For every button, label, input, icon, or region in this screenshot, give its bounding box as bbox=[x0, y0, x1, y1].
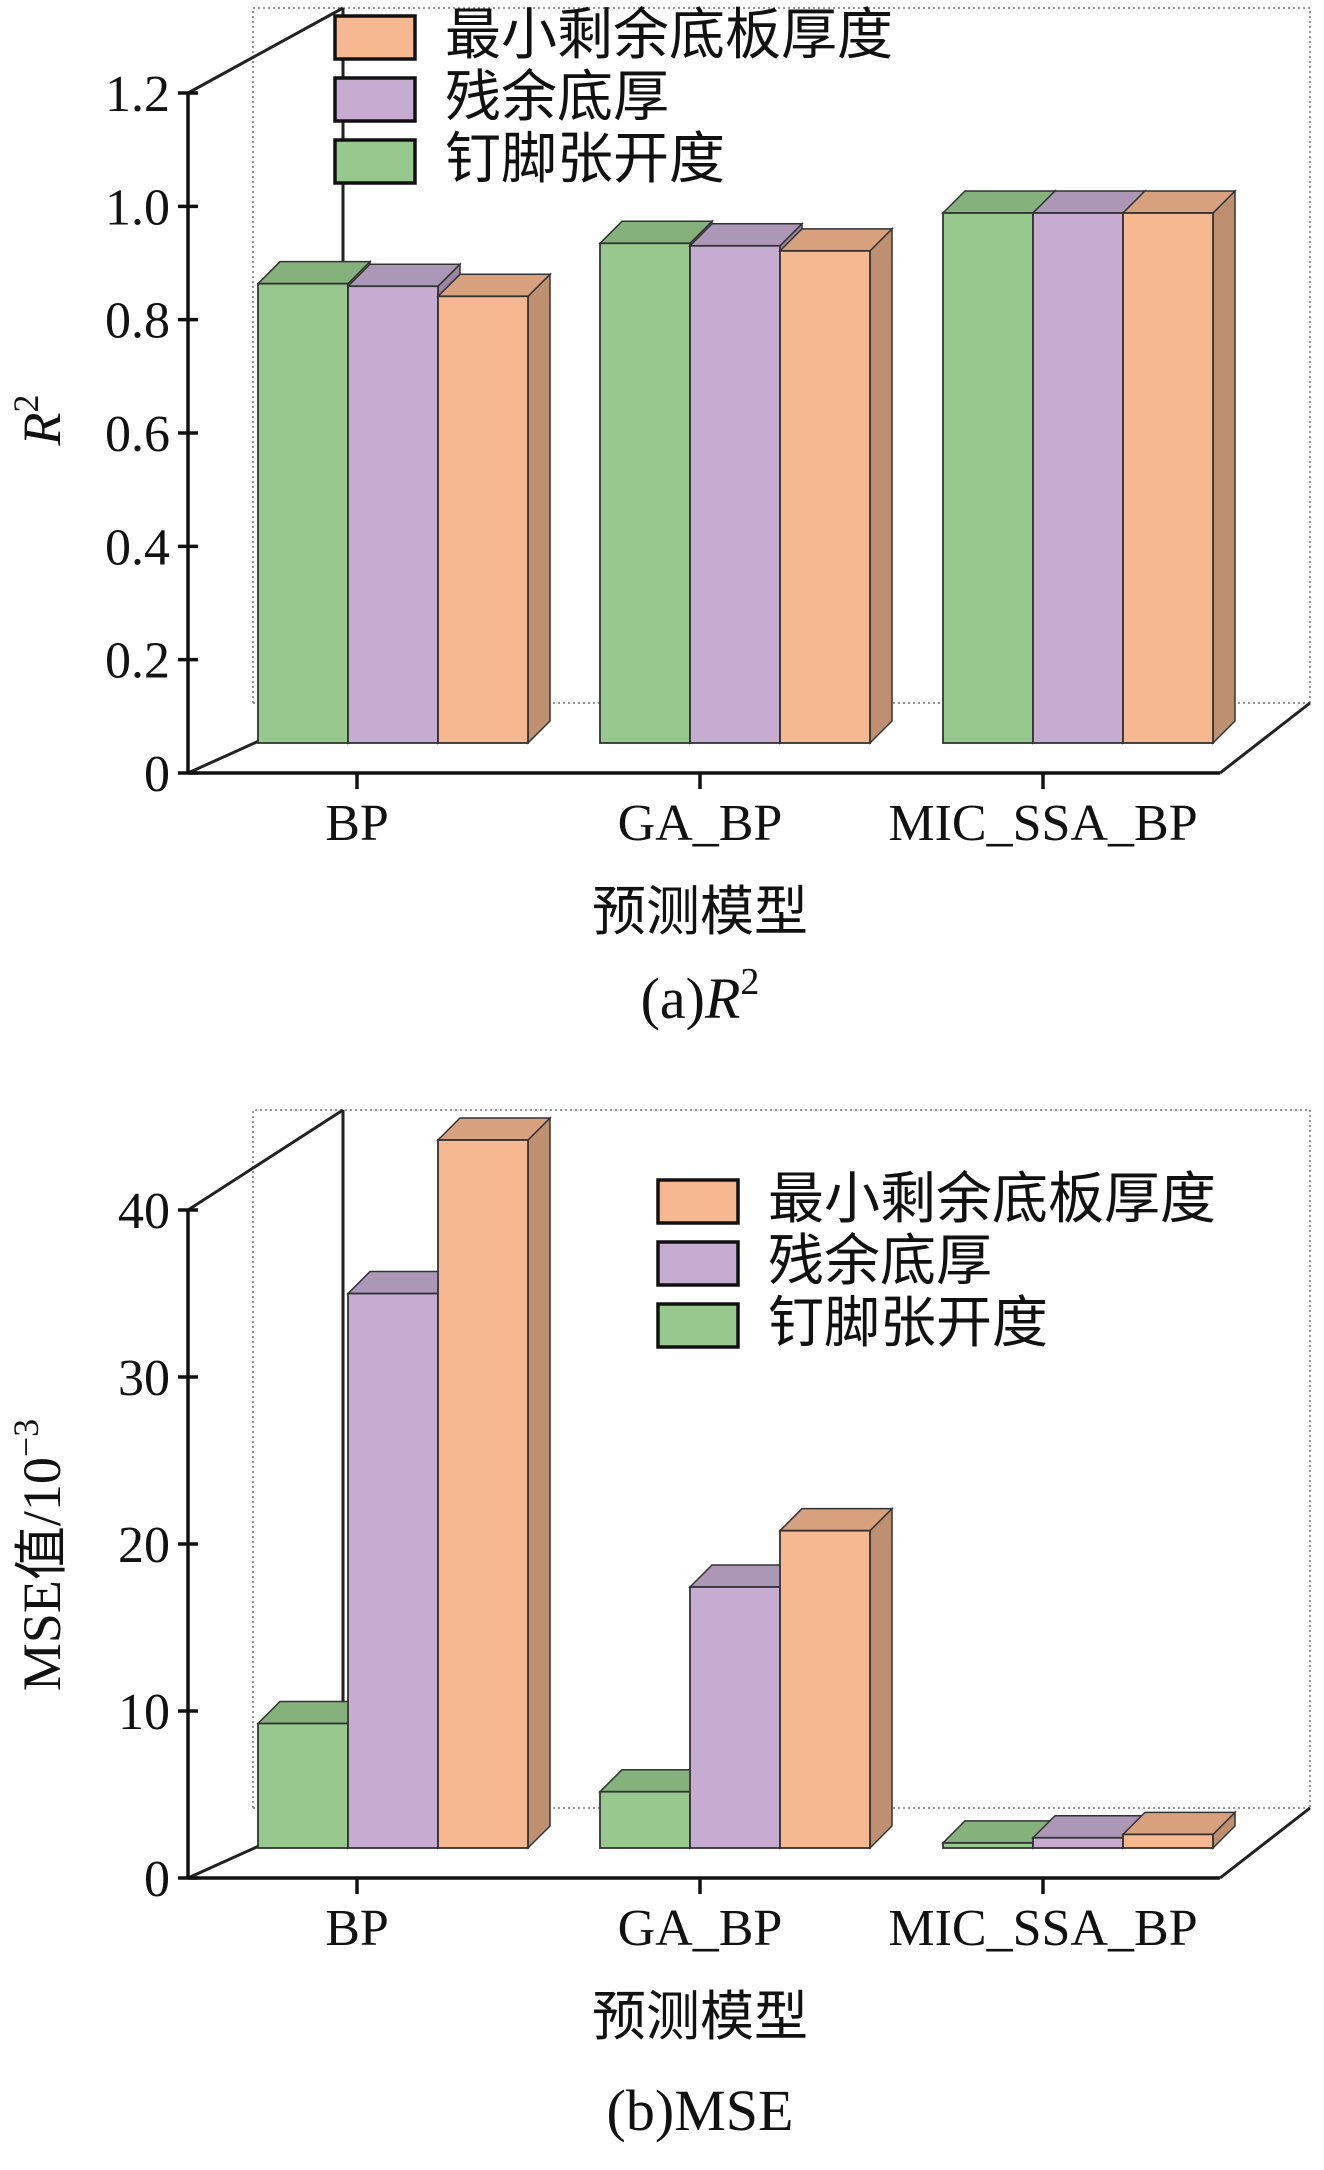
legend-label-b: 钉脚张开度 bbox=[768, 1291, 1048, 1356]
legend-label-b: 最小剩余底板厚度 bbox=[768, 1167, 1216, 1232]
x-tick-label-b: GA_BP bbox=[618, 1900, 783, 1957]
bar-a-钉脚张开度-MIC_SSA_BP bbox=[942, 212, 1034, 744]
x-axis-title-a: 预测模型 bbox=[592, 882, 808, 942]
floor-right-edge-a bbox=[1219, 701, 1311, 775]
legend-label-b: 残余底厚 bbox=[768, 1229, 992, 1294]
legend-label-a: 最小剩余底板厚度 bbox=[445, 3, 893, 68]
legend-label-a: 残余底厚 bbox=[445, 65, 669, 130]
bar-side-b-s2-c0 bbox=[527, 1116, 551, 1850]
bar-b-钉脚张开度-MIC_SSA_BP bbox=[942, 1841, 1034, 1849]
bar-b-残余底厚-MIC_SSA_BP bbox=[1032, 1836, 1124, 1849]
floor-right-edge-b bbox=[1219, 1806, 1311, 1880]
caption-b: (b)MSE bbox=[607, 2078, 794, 2143]
bar-side-a-s2-c2 bbox=[1212, 189, 1236, 745]
bar-a-钉脚张开度-BP bbox=[257, 282, 349, 744]
bar-a-最小剩余底板厚度-MIC_SSA_BP bbox=[1122, 212, 1214, 744]
x-tick-label-a: GA_BP bbox=[618, 795, 783, 852]
bar-b-最小剩余底板厚度-MIC_SSA_BP bbox=[1122, 1833, 1214, 1849]
legend-swatch-b bbox=[656, 1302, 740, 1349]
chart-panel-a: 0 0.2 0.4 0.6 0.8 1.0 1.2 BP GA_BP MIC_SSA_BP 预测模型… bbox=[6, 3, 1311, 1031]
x-tick-label-a: MIC_SSA_BP bbox=[888, 795, 1197, 852]
y-tick-label-a: 0.4 bbox=[105, 519, 170, 576]
bar-b-钉脚张开度-BP bbox=[257, 1722, 349, 1849]
y-tick-label-a: 0 bbox=[144, 746, 170, 803]
x-axis-title-b: 预测模型 bbox=[592, 1987, 808, 2047]
bar-a-最小剩余底板厚度-GA_BP bbox=[779, 249, 871, 744]
y-tick-label-a: 0.2 bbox=[105, 633, 170, 690]
legend-swatch-a bbox=[333, 14, 417, 61]
legend-swatch-a bbox=[333, 76, 417, 123]
x-tick-label-a: BP bbox=[325, 795, 389, 852]
bar-b-最小剩余底板厚度-GA_BP bbox=[779, 1529, 871, 1849]
legend-swatch-b bbox=[656, 1178, 740, 1225]
bar-a-残余底厚-GA_BP bbox=[689, 244, 781, 744]
x-tick-label-b: MIC_SSA_BP bbox=[888, 1900, 1197, 1957]
y-tick-label-b: 10 bbox=[118, 1684, 170, 1741]
y-tick-label-a: 0.6 bbox=[105, 406, 170, 463]
y-axis-title-b: MSE值/10−3 bbox=[6, 1419, 72, 1691]
bar-a-残余底厚-MIC_SSA_BP bbox=[1032, 212, 1124, 744]
y-tick-label-b: 0 bbox=[144, 1851, 170, 1908]
chart-panel-b: 0 10 20 30 40 BP GA_BP MIC_SSA_BP 预测模型 MSE值/10−3 (… bbox=[6, 1108, 1311, 2143]
legend-label-a: 钉脚张开度 bbox=[445, 127, 725, 192]
y-tick-label-a: 0.8 bbox=[105, 293, 170, 350]
y-tick-label-b: 20 bbox=[118, 1517, 170, 1574]
legend-swatch-a bbox=[333, 138, 417, 185]
bar-b-残余底厚-BP bbox=[347, 1292, 439, 1849]
bar-side-b-s2-c1 bbox=[869, 1506, 893, 1850]
bar-a-残余底厚-BP bbox=[347, 285, 439, 744]
bar-b-钉脚张开度-GA_BP bbox=[599, 1790, 691, 1849]
y-tick-label-a: 1.2 bbox=[105, 66, 170, 123]
legend-swatch-b bbox=[656, 1240, 740, 1287]
bar-b-残余底厚-GA_BP bbox=[689, 1586, 781, 1849]
bar-a-最小剩余底板厚度-BP bbox=[437, 295, 529, 744]
y-axis-title-a: R2 bbox=[6, 395, 72, 447]
bar-side-a-s2-c0 bbox=[527, 272, 551, 745]
left-wall-top-edge-b bbox=[187, 1108, 344, 1212]
y-tick-label-a: 1.0 bbox=[105, 179, 170, 236]
caption-a: (a)R2 bbox=[641, 961, 760, 1031]
left-wall-top-edge-a bbox=[187, 6, 344, 95]
x-tick-label-b: BP bbox=[325, 1900, 389, 1957]
bar-a-钉脚张开度-GA_BP bbox=[599, 242, 691, 744]
y-tick-label-b: 30 bbox=[118, 1350, 170, 1407]
y-tick-label-b: 40 bbox=[118, 1183, 170, 1240]
bar-side-a-s2-c1 bbox=[869, 227, 893, 745]
bar-b-最小剩余底板厚度-BP bbox=[437, 1139, 529, 1849]
back-wall-b bbox=[252, 1109, 1311, 1808]
